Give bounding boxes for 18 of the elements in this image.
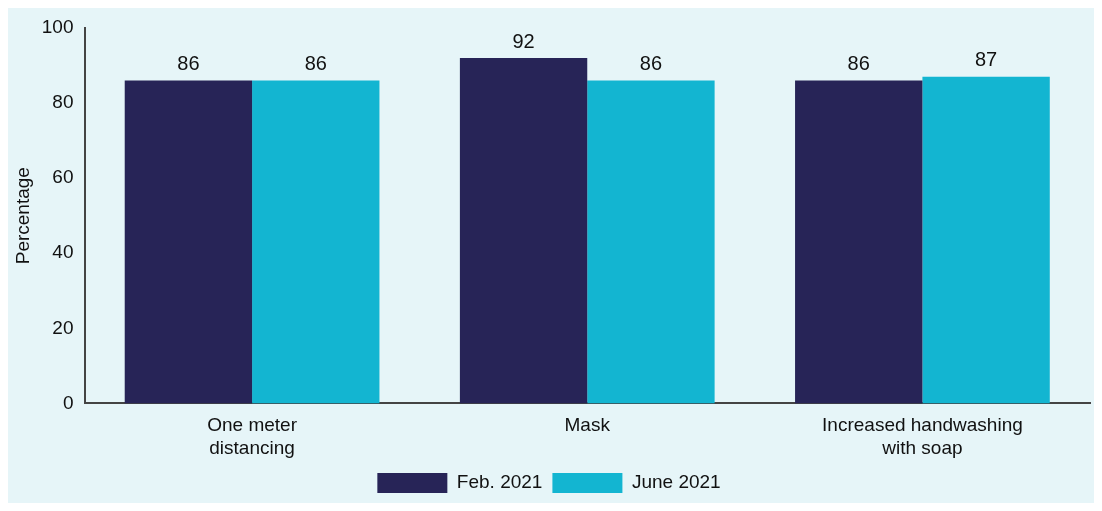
y-tick-label: 20: [52, 316, 74, 338]
data-label: 86: [639, 52, 663, 75]
data-label: 86: [847, 52, 870, 75]
data-label: 86: [177, 52, 200, 75]
data-label: 87: [974, 48, 998, 71]
y-tick-label: 0: [62, 391, 74, 413]
data-label: 92: [512, 29, 535, 52]
legend-label: June 2021: [631, 471, 721, 493]
y-axis-title: Percentage: [11, 167, 33, 265]
data-label: 86: [304, 52, 327, 75]
y-tick-label: 40: [52, 241, 74, 263]
x-tick-label: One meter distancing: [207, 414, 298, 458]
legend-label: Feb. 2021: [456, 471, 543, 493]
x-tick-label: Mask: [564, 414, 611, 436]
y-tick-label: 80: [52, 91, 74, 113]
x-tick-label: Increased handwashing with soap: [822, 414, 1023, 458]
y-tick-label: 60: [52, 166, 74, 188]
y-tick-label: 100: [41, 16, 74, 38]
